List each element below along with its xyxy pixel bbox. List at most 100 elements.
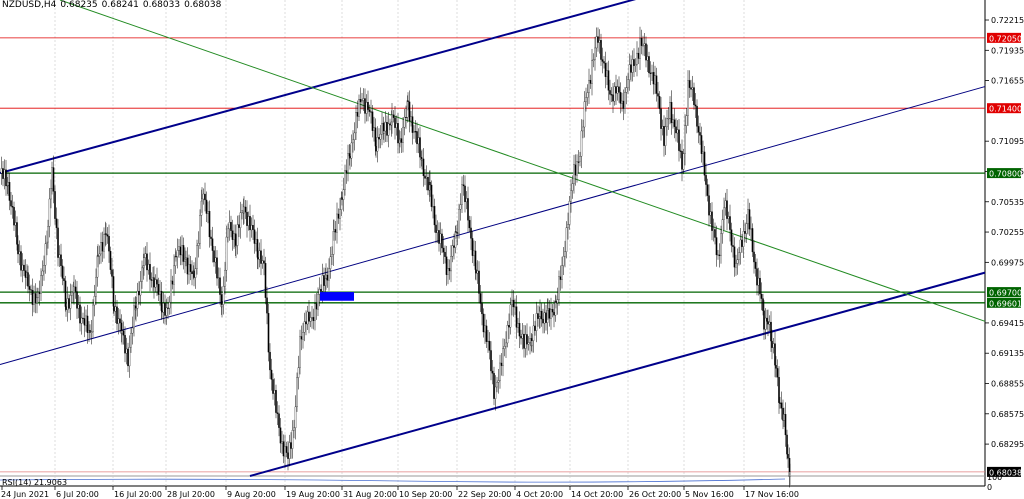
candle-body — [344, 170, 346, 190]
candle-body — [214, 257, 217, 263]
candle-body — [789, 471, 791, 477]
candle-body — [681, 151, 683, 170]
candle-body — [287, 452, 289, 459]
candle-body — [551, 309, 554, 313]
candle-body — [161, 310, 163, 313]
candle-body — [476, 270, 479, 274]
candle-body — [225, 236, 228, 271]
candle-body — [730, 229, 733, 246]
candle-body — [667, 118, 670, 120]
candle-body — [16, 222, 18, 245]
candle-body — [3, 169, 6, 179]
candle-body — [264, 263, 267, 298]
trend-line — [0, 0, 637, 175]
candle-body — [178, 246, 180, 251]
price-tick-label: 0.70255 — [991, 228, 1024, 237]
candle-body — [103, 234, 105, 252]
time-tick-label: 19 Aug 20:00 — [286, 490, 340, 499]
candle-body — [606, 70, 608, 77]
candle-body — [475, 269, 477, 274]
time-tick-label: 24 Jun 2021 — [1, 490, 49, 499]
candle-body — [288, 442, 291, 459]
candle-body — [696, 105, 698, 127]
candle-body — [657, 93, 659, 97]
candle-body — [296, 377, 298, 408]
candle-body — [464, 185, 466, 203]
candle-body — [347, 153, 349, 173]
candle-body — [768, 321, 771, 325]
candle-body — [444, 251, 446, 257]
candle-body — [61, 265, 64, 279]
candle-body — [284, 446, 286, 457]
candle-body — [712, 229, 715, 231]
candle-body — [131, 327, 134, 334]
candle-body — [534, 325, 536, 331]
candle-body — [2, 168, 4, 179]
candle-body — [407, 100, 409, 103]
candle-body — [164, 303, 166, 316]
candle-body — [361, 100, 363, 103]
candle-body — [669, 102, 671, 119]
candle-body — [85, 315, 87, 326]
candle-body — [567, 224, 569, 228]
candle-body — [461, 184, 463, 205]
candle-body — [676, 129, 679, 134]
candle-body — [639, 38, 641, 59]
rsi-line — [0, 478, 786, 483]
time-axis-labels: 24 Jun 2021 6 Jul 20:00 16 Jul 20:00 28 Jul… — [1, 486, 799, 499]
candle-body — [691, 87, 694, 90]
candle-body — [766, 317, 768, 322]
candle-body — [65, 306, 67, 310]
candle-body — [493, 373, 495, 399]
candle-body — [211, 238, 214, 251]
symbol-label: NZDUSD,H4 — [2, 0, 57, 10]
candle-body — [257, 257, 259, 260]
candle-body — [331, 254, 333, 257]
candle-body — [550, 309, 552, 319]
candle-body — [14, 222, 17, 226]
candle-body — [757, 277, 760, 286]
candle-body — [424, 175, 426, 179]
candle-body — [202, 193, 205, 200]
candle-body — [253, 229, 256, 244]
candle-body — [721, 219, 724, 234]
candle-body — [455, 231, 457, 233]
candle-body — [127, 348, 129, 367]
candle-body — [303, 321, 306, 333]
candle-body — [379, 133, 382, 140]
candle-body — [323, 275, 325, 286]
candle-body — [413, 131, 415, 133]
candle-body — [0, 168, 3, 174]
candle-body — [772, 343, 775, 348]
price-tick-label: 0.72215 — [991, 16, 1024, 25]
candle-body — [690, 87, 692, 90]
candle-body — [86, 315, 89, 333]
price-tick-label: 0.71655 — [991, 77, 1024, 86]
candle-body — [191, 271, 193, 275]
candle-body — [60, 254, 62, 267]
level-tag-label: 0.71400 — [989, 105, 1022, 114]
candle-body — [114, 306, 117, 312]
candle-body — [367, 102, 369, 110]
candle-body — [139, 281, 142, 296]
candle-body — [394, 117, 396, 128]
candle-body — [580, 130, 583, 157]
candle-body — [502, 348, 504, 366]
candle-body — [100, 242, 102, 255]
candle-body — [356, 112, 359, 117]
candle-body — [403, 116, 406, 128]
candle-body — [448, 268, 451, 272]
candle-body — [748, 209, 751, 230]
candle-body — [201, 198, 203, 202]
candle-body — [76, 291, 78, 309]
candle-body — [523, 333, 525, 349]
candle-body — [389, 123, 391, 126]
candle-body — [314, 303, 316, 321]
candle-body — [13, 207, 15, 226]
candle-body — [594, 47, 596, 60]
candle-body — [207, 211, 209, 214]
candle-body — [459, 204, 462, 210]
candle-body — [527, 342, 530, 345]
candle-body — [105, 233, 107, 235]
